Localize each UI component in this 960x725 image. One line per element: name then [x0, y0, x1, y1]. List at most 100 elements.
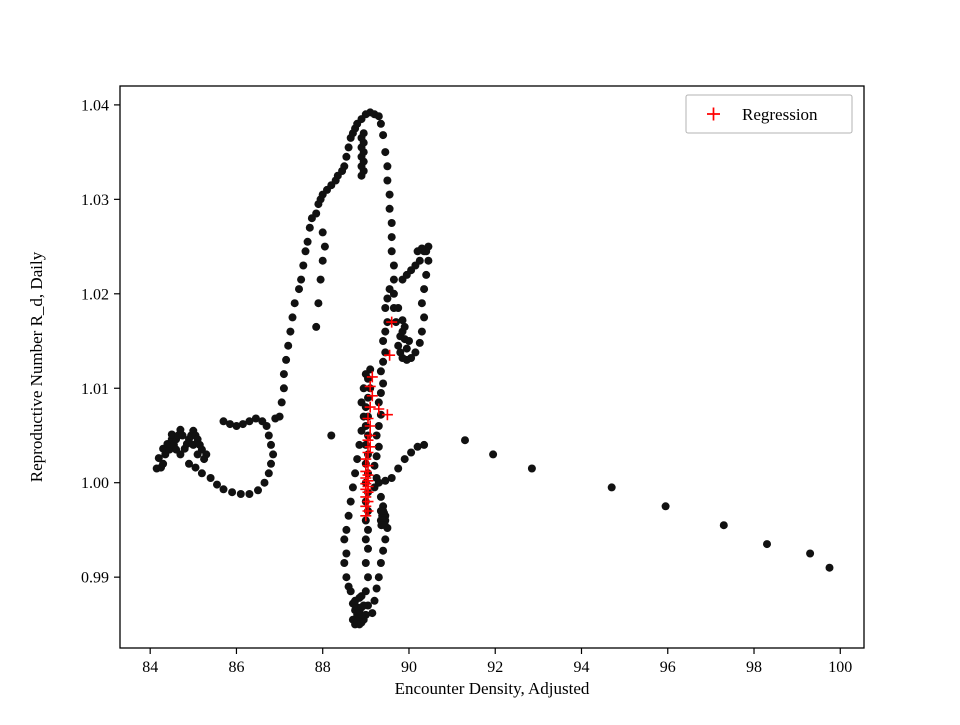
data-point [359, 129, 368, 138]
data-point [806, 549, 815, 558]
data-point [232, 422, 241, 430]
data-point [219, 485, 228, 494]
regression-point [364, 401, 376, 413]
data-point [381, 476, 390, 485]
data-point [295, 285, 303, 294]
regression-point [364, 441, 376, 453]
data-point [342, 549, 351, 558]
data-point [206, 474, 215, 482]
data-point [374, 112, 383, 121]
data-point [361, 559, 370, 567]
data-point [267, 440, 275, 449]
data-point [357, 592, 366, 601]
regression-point [364, 430, 376, 441]
data-point [178, 431, 187, 440]
data-point [245, 490, 254, 498]
y-tick-label: 1.03 [81, 192, 109, 209]
data-point [191, 463, 200, 472]
data-point [251, 414, 260, 423]
data-point [420, 440, 429, 449]
data-point [348, 483, 357, 492]
data-point [245, 417, 254, 426]
data-point [368, 609, 377, 618]
data-point [301, 247, 310, 256]
data-point [299, 261, 308, 270]
data-point [344, 143, 353, 152]
data-point [236, 490, 245, 498]
data-point [290, 299, 299, 308]
x-tick-label: 84 [142, 659, 158, 676]
regression-point [364, 380, 376, 392]
data-point [383, 176, 392, 185]
data-point [381, 148, 390, 157]
data-point [340, 535, 349, 544]
axes-frame [119, 85, 865, 649]
data-point [405, 337, 413, 345]
regression-point [366, 371, 378, 383]
data-point [238, 420, 247, 429]
x-tick-label: 100 [828, 659, 852, 676]
data-point [607, 483, 616, 492]
regression-point [373, 403, 385, 415]
data-point [340, 559, 349, 567]
data-point [376, 389, 385, 397]
data-point [284, 341, 293, 350]
data-point [415, 256, 424, 265]
data-point [364, 393, 372, 402]
data-point [489, 450, 498, 459]
data-point [407, 448, 416, 457]
data-point [305, 223, 314, 232]
x-tick-label: 94 [573, 659, 589, 676]
data-point [269, 450, 278, 459]
legend-frame [685, 94, 853, 134]
data-point [417, 299, 426, 308]
data-point [374, 398, 383, 407]
regression-point [362, 413, 374, 424]
regression-point [362, 460, 374, 472]
data-point [381, 304, 390, 312]
y-axis-label: Reproductive Number R_d, Daily [27, 251, 46, 482]
x-tick-label: 98 [746, 659, 762, 676]
x-tick-label: 90 [401, 659, 417, 676]
y-tick-label: 1.02 [81, 286, 109, 303]
y-tick-label: 1.04 [81, 97, 109, 114]
data-point [376, 119, 385, 128]
data-point [277, 398, 286, 407]
data-point [370, 461, 379, 470]
x-axis-label: Encounter Density, Adjusted [395, 679, 590, 698]
data-point [159, 459, 168, 468]
data-point [374, 478, 383, 487]
data-point [413, 442, 422, 451]
data-point [282, 355, 291, 364]
data-point [353, 455, 362, 464]
data-point [376, 507, 385, 515]
data-point [379, 337, 388, 345]
data-point [264, 469, 273, 478]
data-point [417, 327, 426, 336]
data-point [763, 540, 771, 549]
scatter-series-layer [152, 108, 834, 629]
data-point [193, 450, 202, 459]
data-point [303, 237, 312, 246]
data-point [312, 322, 321, 331]
x-tick-label: 96 [660, 659, 676, 676]
regression-point [360, 500, 372, 512]
data-point [385, 190, 394, 199]
x-tick-label: 92 [487, 659, 503, 676]
data-point [387, 233, 396, 242]
data-point [275, 412, 284, 421]
data-point [361, 535, 370, 544]
data-point [357, 398, 366, 407]
data-point [346, 497, 355, 506]
data-point [254, 486, 262, 495]
x-axis: 84 86 88 90 92 94 96 98 100 [142, 648, 852, 676]
data-point [279, 384, 288, 393]
data-point [260, 478, 269, 487]
y-axis: 0.99 1.00 1.01 1.02 1.03 1.04 [81, 97, 120, 587]
y-tick-label: 1.01 [81, 381, 109, 398]
regression-point [381, 409, 393, 421]
regression-point [384, 349, 396, 361]
data-point [364, 544, 372, 553]
data-point [344, 582, 353, 591]
